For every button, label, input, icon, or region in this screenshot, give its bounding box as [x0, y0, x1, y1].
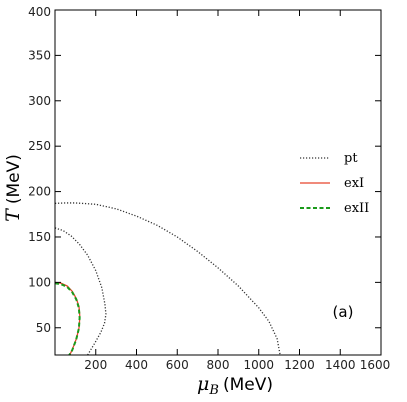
- panel-annotation: (a): [333, 303, 354, 321]
- legend-label-exI: exI: [344, 176, 364, 191]
- x-axis-title: μB (MeV): [197, 373, 273, 398]
- series-line-curve-1: [55, 227, 107, 355]
- x-tick-label: 400: [125, 358, 148, 372]
- y-axis-ticks: 50 100 150 200 250 300 350 400: [28, 5, 381, 335]
- x-tick-label: 1200: [284, 358, 315, 372]
- x-axis-ticks: 200 400 600 800 1000 1200 1400 1600: [84, 10, 390, 372]
- y-tick-label: 100: [28, 275, 51, 289]
- y-axis-title: T(MeV): [2, 154, 24, 222]
- legend-label-exII: exII: [344, 201, 369, 216]
- legend: pt exI exII: [300, 151, 369, 216]
- y-tick-label: 50: [36, 321, 51, 335]
- x-tick-label: 600: [166, 358, 189, 372]
- series-line-exII: [55, 282, 81, 355]
- y-tick-label: 350: [28, 48, 51, 62]
- x-tick-label: 1000: [243, 358, 274, 372]
- y-tick-label: 250: [28, 139, 51, 153]
- y-tick-label: 150: [28, 230, 51, 244]
- y-tick-label: 400: [28, 5, 51, 19]
- x-tick-label: 1600: [360, 358, 391, 372]
- series-group: [55, 202, 281, 355]
- x-tick-label: 800: [207, 358, 230, 372]
- legend-label-pt: pt: [344, 151, 358, 166]
- x-tick-label: 1400: [325, 358, 356, 372]
- x-tick-label: 200: [84, 358, 107, 372]
- y-tick-label: 300: [28, 94, 51, 108]
- series-line-pt: [55, 202, 281, 355]
- y-tick-label: 200: [28, 185, 51, 199]
